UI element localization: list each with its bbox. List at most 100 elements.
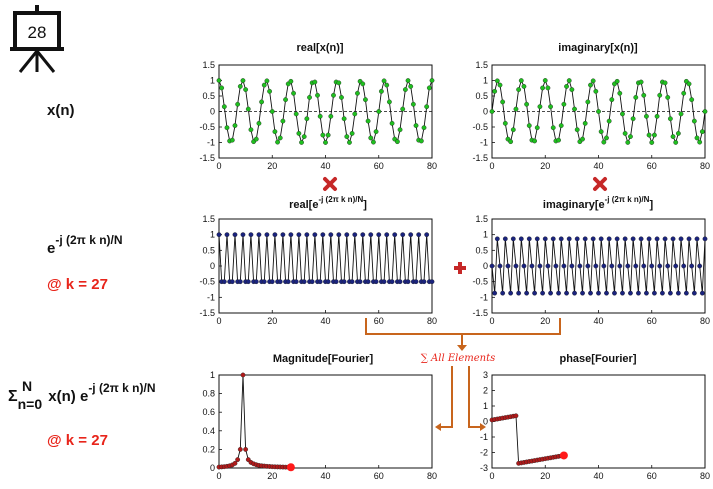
y-tick-label: 0.6 bbox=[202, 407, 215, 417]
data-point bbox=[243, 446, 249, 452]
y-tick-label: 0.2 bbox=[202, 444, 215, 454]
data-point bbox=[545, 85, 551, 91]
data-point bbox=[275, 139, 280, 145]
x-tick-label: 80 bbox=[427, 471, 437, 481]
chart-imag-x: 0 20 40 60 80 -1.5 -1 -0.5 0 0.5 1 1.5 bbox=[472, 60, 710, 171]
data-point bbox=[291, 90, 296, 96]
data-point bbox=[424, 232, 430, 238]
data-point bbox=[413, 279, 419, 285]
data-point bbox=[386, 99, 392, 105]
data-point bbox=[224, 125, 230, 131]
x-tick-label: 0 bbox=[489, 161, 494, 171]
data-point bbox=[508, 139, 514, 145]
x-tick-label: 0 bbox=[489, 471, 494, 481]
data-point bbox=[384, 232, 390, 238]
data-point bbox=[588, 82, 593, 88]
data-point bbox=[670, 236, 676, 242]
data-point bbox=[394, 139, 400, 145]
data-point bbox=[259, 99, 264, 105]
data-point bbox=[590, 78, 596, 84]
data-point bbox=[667, 116, 673, 122]
chart-real-e: 0 20 40 60 80 -1.5 -1 -0.5 0 0.5 1 1.5 bbox=[199, 214, 437, 326]
data-point bbox=[617, 263, 623, 269]
data-point bbox=[593, 263, 599, 269]
data-point bbox=[489, 109, 495, 114]
x-tick-label: 80 bbox=[427, 161, 437, 171]
data-point bbox=[508, 290, 514, 296]
data-point bbox=[229, 279, 235, 285]
y-tick-label: -1 bbox=[480, 138, 488, 148]
y-tick-label: 0 bbox=[210, 463, 215, 473]
data-point bbox=[421, 125, 427, 131]
title-real-e: real[e-j (2π k n)/N] bbox=[289, 195, 367, 211]
arrowheads bbox=[435, 345, 486, 431]
data-point bbox=[489, 263, 495, 269]
data-point bbox=[413, 123, 419, 128]
data-point bbox=[492, 290, 498, 296]
data-point bbox=[368, 135, 374, 141]
data-point bbox=[405, 279, 411, 285]
y-tick-label: 0 bbox=[483, 417, 488, 427]
y-tick-label: -1 bbox=[207, 292, 215, 302]
data-point bbox=[312, 79, 318, 85]
plus-icon bbox=[454, 262, 466, 274]
x-tick-label: 40 bbox=[593, 316, 603, 326]
data-point bbox=[625, 140, 631, 145]
data-point bbox=[288, 78, 294, 84]
data-point bbox=[638, 236, 644, 242]
data-point bbox=[556, 137, 561, 143]
data-point bbox=[405, 78, 411, 83]
data-point bbox=[513, 413, 519, 419]
data-point bbox=[229, 137, 235, 143]
data-point bbox=[644, 113, 649, 119]
data-point bbox=[654, 236, 660, 242]
data-point bbox=[426, 85, 432, 91]
projector-screen-icon: 28 bbox=[10, 5, 64, 73]
y-tick-label: 0.4 bbox=[202, 426, 215, 436]
data-point bbox=[373, 129, 379, 135]
data-point bbox=[582, 120, 588, 126]
data-point bbox=[550, 125, 556, 131]
data-point bbox=[261, 82, 267, 88]
data-point bbox=[612, 290, 617, 296]
data-point bbox=[582, 236, 588, 242]
y-tick-label: -2 bbox=[480, 448, 488, 458]
x-tick-label: 60 bbox=[647, 471, 657, 481]
data-point bbox=[494, 78, 500, 84]
data-point bbox=[381, 279, 387, 285]
data-point bbox=[558, 123, 564, 128]
data-point bbox=[673, 140, 679, 145]
kernel-label: e-j (2π k n)/N bbox=[47, 233, 123, 257]
data-point bbox=[360, 81, 366, 87]
data-point bbox=[397, 279, 403, 285]
x-tick-label: 20 bbox=[540, 161, 550, 171]
x-tick-label: 80 bbox=[700, 471, 710, 481]
data-point bbox=[264, 232, 270, 238]
data-point bbox=[264, 78, 270, 84]
y-tick-label: 3 bbox=[483, 370, 488, 380]
data-point bbox=[540, 85, 545, 91]
x-tick-label: 20 bbox=[267, 471, 277, 481]
data-point bbox=[566, 78, 572, 83]
chart-magnitude: 0 20 40 60 80 0 0.2 0.4 0.6 0.8 1 bbox=[202, 370, 437, 481]
data-point bbox=[699, 129, 705, 135]
data-point bbox=[553, 263, 559, 269]
x-tick-label: 60 bbox=[374, 471, 384, 481]
data-point bbox=[697, 263, 703, 269]
data-point bbox=[633, 95, 639, 100]
data-point bbox=[521, 84, 527, 89]
data-point bbox=[625, 263, 631, 269]
data-point bbox=[392, 232, 398, 238]
data-point bbox=[336, 80, 342, 86]
data-point bbox=[304, 232, 310, 238]
y-tick-label: -1 bbox=[480, 292, 488, 302]
data-point bbox=[622, 236, 628, 242]
data-point bbox=[558, 236, 564, 242]
data-point bbox=[232, 232, 238, 238]
data-point bbox=[365, 118, 371, 124]
data-point bbox=[526, 123, 532, 128]
data-point bbox=[256, 232, 262, 238]
data-point bbox=[620, 111, 625, 117]
data-point bbox=[662, 80, 668, 86]
y-tick-label: 1.5 bbox=[475, 214, 488, 224]
